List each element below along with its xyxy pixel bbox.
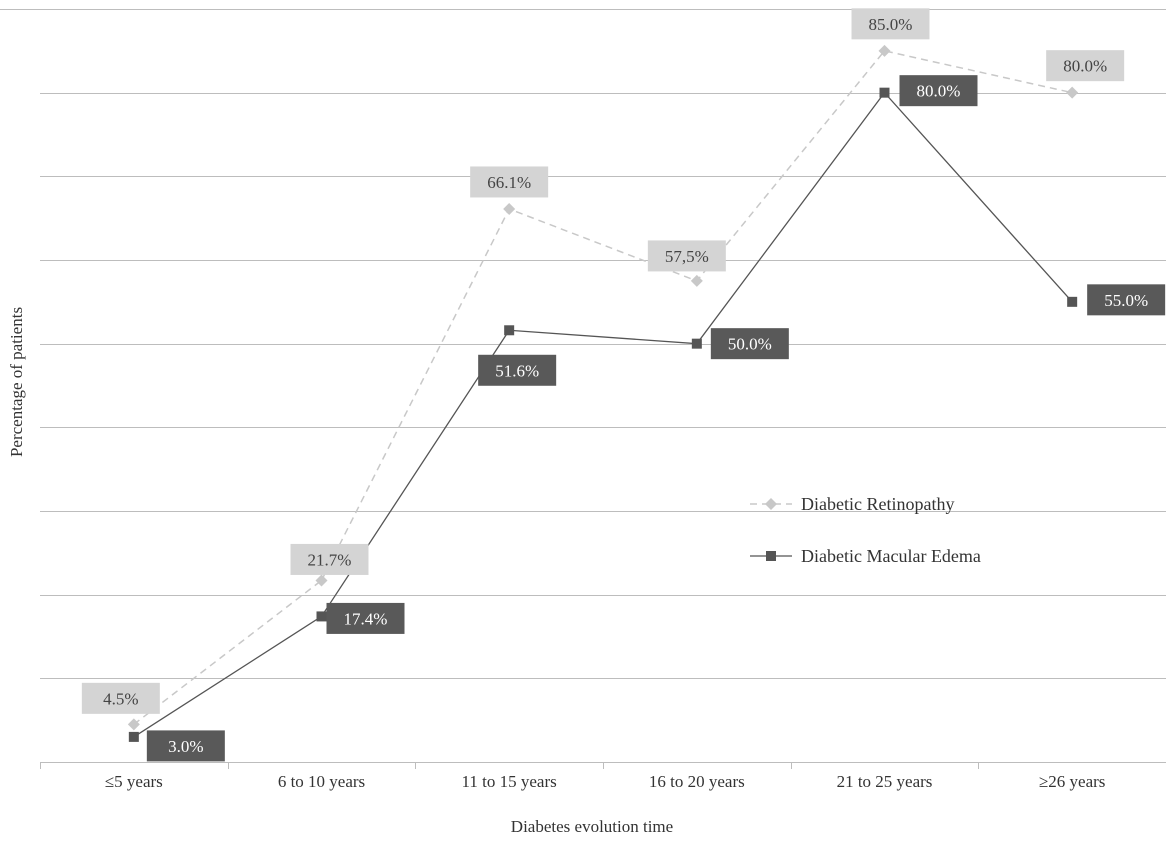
legend-marker (765, 498, 777, 510)
data-label: 3.0% (168, 737, 203, 756)
data-point-marker (1067, 296, 1078, 307)
data-label: 85.0% (869, 15, 913, 34)
data-label: 50.0% (728, 335, 772, 354)
x-tick-label: 11 to 15 years (462, 772, 557, 791)
data-point-marker (504, 325, 515, 336)
legend-label: Diabetic Retinopathy (801, 494, 954, 514)
data-label: 21.7% (308, 550, 352, 569)
series-line (133, 91, 1073, 738)
gridlines (0, 9, 1166, 679)
data-point-marker (316, 611, 327, 622)
data-label: 55.0% (1104, 291, 1148, 310)
data-label-box (478, 354, 557, 386)
data-label-box (146, 730, 225, 762)
data-label: 57,5% (665, 247, 709, 266)
x-tick-label: 16 to 20 years (649, 772, 745, 791)
x-tick-label: ≥26 years (1039, 772, 1105, 791)
data-label-box (899, 75, 978, 107)
data-label-box (1087, 284, 1166, 316)
data-point-marker (503, 202, 516, 215)
data-label: 51.6% (495, 361, 539, 380)
data-point-marker (315, 574, 328, 587)
data-label-box (1046, 50, 1125, 82)
data-label-box (851, 8, 930, 40)
data-label-box (470, 166, 549, 198)
x-axis-title: Diabetes evolution time (511, 817, 673, 836)
x-axis: ≤5 years 6 to 10 years 11 to 15 years 16 to… (40, 762, 1166, 791)
data-label-box (326, 602, 405, 634)
data-label: 80.0% (1063, 57, 1107, 76)
data-label-box (290, 543, 369, 575)
data-label: 80.0% (917, 82, 961, 101)
data-point-marker (879, 87, 890, 98)
data-label-box (710, 328, 789, 360)
y-axis-title: Percentage of patients (7, 307, 26, 457)
legend-label: Diabetic Macular Edema (801, 546, 981, 566)
x-tick-label: 6 to 10 years (278, 772, 365, 791)
data-label: 17.4% (344, 609, 388, 628)
data-point-marker (1066, 86, 1079, 99)
data-point-marker (878, 44, 891, 57)
x-tick-label: 21 to 25 years (837, 772, 933, 791)
data-point-marker (691, 338, 702, 349)
data-point-marker (127, 718, 140, 731)
data-label: 66.1% (487, 173, 531, 192)
data-label-box (81, 682, 160, 714)
series-line (133, 50, 1073, 725)
legend: Diabetic Retinopathy Diabetic Macular Ede… (750, 494, 981, 566)
data-label: 4.5% (103, 689, 138, 708)
data-label-box (647, 240, 726, 272)
data-point-marker (128, 731, 139, 742)
data-point-marker (690, 274, 703, 287)
legend-marker (766, 551, 776, 561)
series-layer: 4.5% 21.7% 66.1% 57,5% 85.0% 80.0% 3.0% 17.4% 51… (81, 8, 1166, 762)
x-tick-label: ≤5 years (105, 772, 163, 791)
